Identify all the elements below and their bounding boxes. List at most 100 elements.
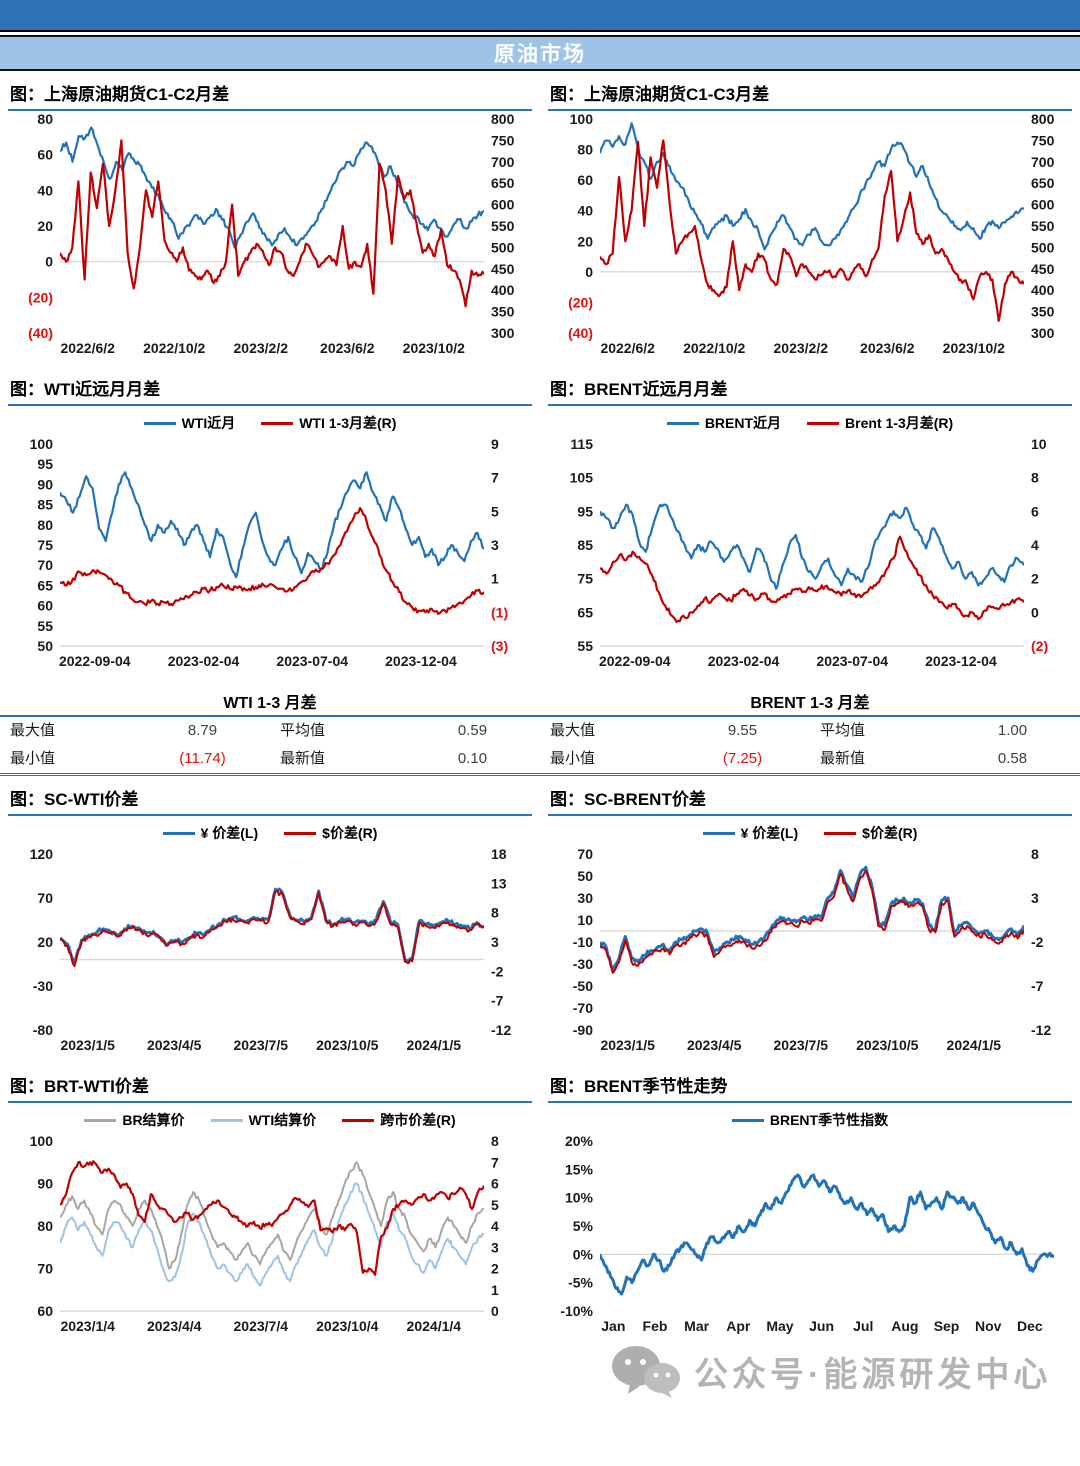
- legend-label: WTI 1-3月差(R): [299, 415, 397, 431]
- chart-title: 图：SC-BRENT价差: [548, 782, 1072, 816]
- left-axis-tick: 5%: [573, 1218, 594, 1234]
- left-axis-tick: 60: [37, 1303, 53, 1319]
- stats-title-brent: BRENT 1-3 月差: [750, 695, 870, 712]
- series-2-line: [60, 506, 484, 616]
- left-axis-tick: 75: [577, 571, 593, 587]
- x-axis-label: 2023/1/5: [600, 1037, 655, 1053]
- left-axis-tick: 40: [37, 182, 53, 198]
- stat-label: 最小值: [550, 750, 596, 767]
- watermark: 公众号·能源研发中心: [610, 1342, 1051, 1400]
- series-1-line: [60, 471, 484, 579]
- line-chart: 115 105 95 85 75 65 55 10 8 6 4 2 0 (2) 2022-09-04 2023…: [548, 436, 1072, 679]
- left-axis-tick: 65: [577, 604, 593, 620]
- legend-item: WTI结算价: [210, 1110, 316, 1130]
- x-axis-label: 2023-12-04: [385, 653, 457, 669]
- right-axis-tick: 4: [491, 1218, 499, 1234]
- legend-label: ¥ 价差(L): [740, 825, 799, 841]
- divider: [0, 32, 1080, 35]
- right-axis-tick: 750: [1031, 132, 1055, 148]
- right-axis-tick: 5: [491, 1197, 499, 1213]
- legend-swatch: [702, 831, 735, 835]
- series-3-line: [60, 1160, 484, 1276]
- series-1-line: [60, 887, 484, 966]
- legend-label: BRENT近月: [704, 415, 782, 431]
- left-axis-tick: 20%: [565, 1133, 594, 1149]
- legend-label: $价差(R): [862, 825, 918, 841]
- stat-value: (11.74): [179, 750, 226, 767]
- right-axis-tick: 800: [1031, 111, 1055, 127]
- stat-value: (7.25): [722, 750, 763, 767]
- left-axis-tick: 50: [37, 638, 53, 654]
- x-axis-label: 2024/1/5: [407, 1037, 462, 1053]
- series-2-line: [60, 139, 484, 308]
- legend-swatch: [143, 421, 176, 425]
- x-axis-label: 2023/6/2: [320, 340, 375, 356]
- left-axis-tick: -30: [33, 978, 53, 994]
- left-axis-tick: 30: [577, 890, 593, 906]
- left-axis-tick: 80: [577, 142, 593, 158]
- watermark-text: 公众号·能源研发中心: [694, 1355, 1052, 1394]
- x-axis-label: 2023-12-04: [925, 653, 997, 669]
- chart-legend: WTI近月 WTI 1-3月差(R): [8, 410, 532, 436]
- right-axis-tick: 1: [491, 1282, 499, 1298]
- right-axis-tick: 8: [1031, 470, 1039, 486]
- x-axis-label: 2023/10/2: [403, 340, 465, 356]
- right-axis-tick: 600: [1031, 197, 1055, 213]
- left-axis-tick: 85: [37, 497, 53, 513]
- right-axis-tick: 4: [1031, 537, 1039, 553]
- stats-title-wti: WTI 1-3 月差: [223, 695, 317, 712]
- x-axis-label: 2023/10/5: [316, 1037, 378, 1053]
- right-axis-tick: 300: [1031, 325, 1055, 341]
- left-axis-tick: 20: [577, 233, 593, 249]
- left-axis-tick: (40): [568, 325, 593, 341]
- x-axis-label: 2023/1/5: [60, 1037, 115, 1053]
- legend-item: ¥ 价差(L): [702, 823, 799, 843]
- series-1-line: [60, 1161, 484, 1270]
- chart-svg: 70 50 30 10 -10 -30 -50 -70 -90 8 3 -2 -7 -12 2023/1/5…: [573, 846, 1052, 1053]
- chart-svg: 20% 15% 10% 5% 0% -5% -10% Jan Feb Mar Apr May Jun Ju…: [560, 1133, 1054, 1334]
- legend-swatch: [666, 421, 699, 425]
- series-2-line: [600, 869, 1024, 974]
- x-axis-label: 2024/1/4: [407, 1318, 462, 1334]
- legend-swatch: [342, 1118, 375, 1122]
- stats-tables: WTI 1-3 月差 BRENT 1-3 月差 最大值 8.79 平均值 0.59 最大…: [0, 687, 1080, 776]
- left-axis-tick: 100: [570, 111, 594, 127]
- chart-svg: 115 105 95 85 75 65 55 10 8 6 4 2 0 (2) 2022-09-04 2023…: [570, 436, 1048, 669]
- x-axis-label: 2023/4/4: [147, 1318, 202, 1334]
- right-axis-tick: 2: [1031, 571, 1039, 587]
- right-axis-tick: 650: [1031, 175, 1055, 191]
- left-axis-tick: 100: [30, 1133, 54, 1149]
- left-axis-tick: 55: [37, 618, 53, 634]
- chart-title: 图：BRENT季节性走势: [548, 1069, 1072, 1103]
- x-axis-label: Jan: [601, 1318, 625, 1334]
- right-axis-tick: 6: [491, 1176, 499, 1192]
- left-axis-tick: 70: [37, 557, 53, 573]
- chart-cell-sh-c1c3: 图：上海原油期货C1-C3月差 100 80 60 40 20 0 (20) (40) 800 7…: [540, 71, 1080, 366]
- left-axis-tick: 75: [37, 537, 53, 553]
- left-axis-tick: 60: [577, 172, 593, 188]
- line-chart: 100 80 60 40 20 0 (20) (40) 800 750 700 650 600 550 50…: [548, 111, 1072, 366]
- right-axis-tick: 2: [491, 1261, 499, 1277]
- stat-value: 9.55: [727, 722, 758, 739]
- right-axis-tick: 9: [491, 436, 499, 452]
- x-axis-label: Dec: [1017, 1318, 1043, 1334]
- right-axis-tick: 18: [491, 846, 507, 862]
- right-axis-tick: 400: [491, 282, 515, 298]
- legend-item: BRENT季节性指数: [731, 1110, 888, 1130]
- stat-value: 8.79: [187, 722, 218, 739]
- right-axis-tick: -2: [1031, 934, 1044, 950]
- x-axis-label: Apr: [726, 1318, 751, 1334]
- right-axis-tick: 8: [491, 905, 499, 921]
- stat-value: 0.59: [457, 722, 488, 739]
- x-axis-label: 2023/6/2: [860, 340, 915, 356]
- x-axis-label: 2024/1/5: [947, 1037, 1002, 1053]
- right-axis-tick: 450: [491, 261, 515, 277]
- chart-svg: 100 80 60 40 20 0 (20) (40) 800 750 700 650 600 550 50…: [568, 111, 1055, 356]
- x-axis-label: 2023/10/4: [316, 1318, 378, 1334]
- charts-row-1: 图：上海原油期货C1-C2月差 80 60 40 20 0 (20) (40) 800 750 7…: [0, 71, 1080, 366]
- left-axis-tick: 80: [37, 1218, 53, 1234]
- chart-legend: ¥ 价差(L) $价差(R): [548, 820, 1072, 846]
- charts-row-2: 图：WTI近远月月差 WTI近月 WTI 1-3月差(R) 100 95 90 85 80…: [0, 366, 1080, 679]
- right-axis-tick: (3): [491, 638, 508, 654]
